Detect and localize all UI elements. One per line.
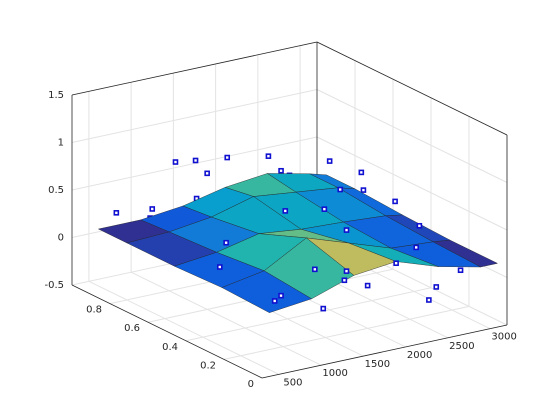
z-tick-label: 1 <box>58 138 64 149</box>
surface-cell <box>221 270 313 313</box>
data-point <box>457 267 464 274</box>
grid-line <box>71 89 318 143</box>
box-edge <box>71 284 263 379</box>
data-point <box>282 208 289 214</box>
data-point <box>278 167 284 174</box>
x-tick-label: 2500 <box>449 341 474 352</box>
x-tick-label: 1000 <box>322 368 347 379</box>
data-point <box>413 244 420 251</box>
box-edge <box>261 324 508 379</box>
z-tick-label: -0.5 <box>44 280 64 291</box>
data-point <box>149 206 156 212</box>
data-point <box>172 159 179 165</box>
x-tick-label: 2000 <box>407 350 432 361</box>
y-tick-label: 0.6 <box>124 323 140 334</box>
z-tick-label: 0.5 <box>48 185 64 196</box>
data-point <box>393 260 399 267</box>
data-point <box>113 210 120 216</box>
y-tick-label: 0.2 <box>200 360 216 371</box>
data-point <box>312 266 318 273</box>
grid-line <box>130 271 322 366</box>
grid-line <box>223 305 470 360</box>
y-tick-label: 0.8 <box>86 305 102 316</box>
data-point <box>360 187 367 193</box>
data-point <box>321 206 328 212</box>
x-tick-label: 500 <box>283 377 302 388</box>
data-point <box>364 282 371 289</box>
data-point <box>426 297 432 303</box>
data-point <box>223 239 229 246</box>
box-edge <box>71 41 318 96</box>
x-tick-label: 3000 <box>491 332 516 343</box>
grid-line <box>316 136 508 231</box>
grid-line <box>71 136 318 191</box>
surface <box>97 173 499 313</box>
data-point <box>392 198 398 205</box>
data-point <box>271 298 278 304</box>
data-point <box>433 284 440 290</box>
data-point <box>192 157 199 164</box>
data-point <box>343 268 350 274</box>
data-point <box>326 158 333 164</box>
z-tick-label: 0 <box>58 233 64 244</box>
data-point <box>416 222 423 229</box>
data-point <box>358 169 365 176</box>
data-point <box>204 170 210 177</box>
data-point <box>343 227 350 233</box>
data-point <box>320 305 327 312</box>
data-point <box>216 264 223 270</box>
data-point <box>341 277 348 284</box>
data-point <box>265 153 272 159</box>
data-point <box>337 186 343 193</box>
y-tick-label: 0.4 <box>162 342 178 353</box>
y-tick-label: 0 <box>248 379 254 390</box>
z-tick-label: 1.5 <box>48 90 64 101</box>
grid-line <box>316 89 508 183</box>
grid-line <box>88 280 280 375</box>
box-edge <box>316 41 508 136</box>
grid-line <box>185 287 432 342</box>
data-point <box>224 154 231 161</box>
data-point <box>278 292 284 299</box>
x-tick-label: 1500 <box>365 359 390 370</box>
